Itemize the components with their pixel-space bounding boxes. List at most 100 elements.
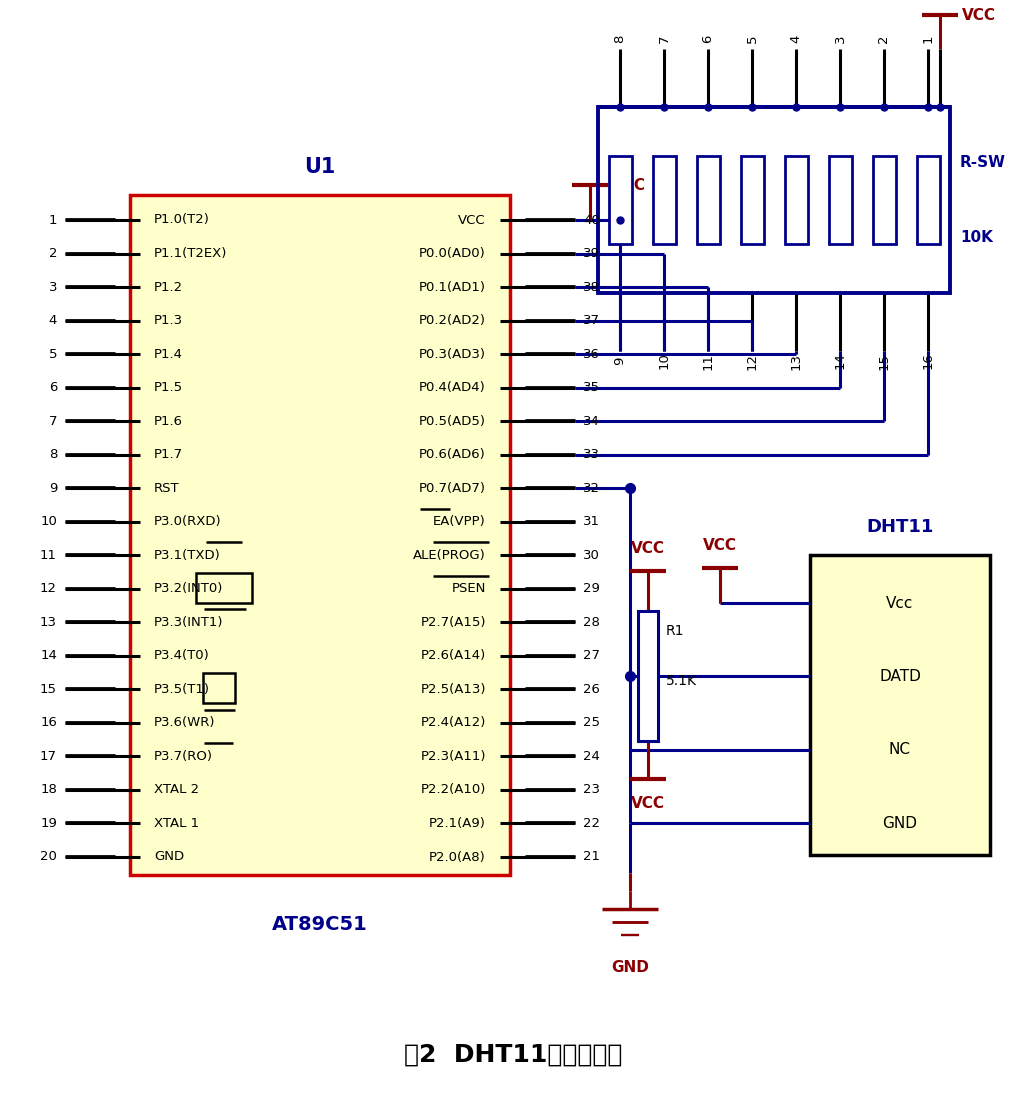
Text: P3.0(RXD): P3.0(RXD) [154, 516, 222, 528]
Text: 14: 14 [40, 649, 57, 662]
Text: 29: 29 [583, 583, 600, 596]
Text: 34: 34 [583, 415, 600, 428]
Text: 27: 27 [583, 649, 600, 662]
Text: 11: 11 [40, 549, 57, 562]
Text: GND: GND [154, 851, 184, 864]
Text: 4: 4 [789, 35, 802, 43]
Text: 图2  DHT11硬件连接图: 图2 DHT11硬件连接图 [404, 1044, 622, 1067]
Text: 15: 15 [40, 683, 57, 695]
Text: 10: 10 [40, 516, 57, 528]
Text: P0.2(AD2): P0.2(AD2) [419, 314, 486, 327]
Text: P2.5(A13): P2.5(A13) [421, 683, 486, 695]
Text: 21: 21 [583, 851, 600, 864]
Text: 35: 35 [583, 381, 600, 394]
Text: 1: 1 [921, 35, 935, 43]
Text: 7: 7 [658, 35, 671, 43]
Text: P3.4(T0): P3.4(T0) [154, 649, 209, 662]
FancyBboxPatch shape [785, 155, 807, 244]
FancyBboxPatch shape [872, 155, 896, 244]
Text: P0.4(AD4): P0.4(AD4) [420, 381, 486, 394]
Text: 12: 12 [746, 353, 758, 369]
Text: P3.7(RO): P3.7(RO) [154, 750, 213, 763]
Text: P1.2: P1.2 [154, 280, 183, 293]
Text: 5.1K: 5.1K [666, 675, 697, 689]
Text: 6: 6 [702, 35, 714, 43]
Text: P2.0(A8): P2.0(A8) [429, 851, 486, 864]
Text: RST: RST [154, 482, 180, 495]
Text: 10K: 10K [960, 230, 993, 244]
Text: P0.1(AD1): P0.1(AD1) [419, 280, 486, 293]
FancyBboxPatch shape [741, 155, 763, 244]
Text: NC: NC [889, 742, 911, 757]
Text: VCC: VCC [703, 538, 737, 553]
Text: 5: 5 [48, 347, 57, 360]
FancyBboxPatch shape [638, 611, 658, 741]
Text: 8: 8 [48, 448, 57, 461]
Text: 5: 5 [746, 35, 758, 43]
Text: VCC: VCC [611, 177, 646, 193]
Text: 11: 11 [702, 353, 714, 369]
Text: VCC: VCC [962, 8, 996, 23]
Text: P3.5(T1): P3.5(T1) [154, 683, 210, 695]
Text: DATD: DATD [879, 669, 921, 684]
Text: P2.2(A10): P2.2(A10) [421, 783, 486, 796]
Text: P2.6(A14): P2.6(A14) [421, 649, 486, 662]
Text: 24: 24 [583, 750, 600, 763]
Text: 37: 37 [583, 314, 600, 327]
Text: U1: U1 [305, 157, 336, 177]
Text: P1.4: P1.4 [154, 347, 183, 360]
Text: 26: 26 [583, 683, 600, 695]
Text: R-SW: R-SW [960, 155, 1007, 171]
Text: 9: 9 [614, 357, 627, 366]
Text: 4: 4 [48, 314, 57, 327]
Text: 23: 23 [583, 783, 600, 796]
Text: P3.1(TXD): P3.1(TXD) [154, 549, 221, 562]
Text: 40: 40 [583, 214, 600, 227]
Text: GND: GND [882, 816, 917, 830]
Text: 8: 8 [614, 35, 627, 43]
Text: P1.1(T2EX): P1.1(T2EX) [154, 247, 228, 260]
Text: 16: 16 [40, 716, 57, 729]
Text: P3.6(WR): P3.6(WR) [154, 716, 215, 729]
Text: P0.7(AD7): P0.7(AD7) [419, 482, 486, 495]
Text: P1.6: P1.6 [154, 415, 183, 428]
Text: P2.4(A12): P2.4(A12) [421, 716, 486, 729]
Text: 20: 20 [40, 851, 57, 864]
Text: 19: 19 [40, 817, 57, 830]
Text: 7: 7 [48, 415, 57, 428]
Text: P3.3(INT1): P3.3(INT1) [154, 615, 224, 629]
Text: P1.5: P1.5 [154, 381, 183, 394]
Text: 15: 15 [877, 353, 891, 369]
Text: 31: 31 [583, 516, 600, 528]
Text: P0.0(AD0): P0.0(AD0) [420, 247, 486, 260]
FancyBboxPatch shape [130, 195, 510, 875]
Text: VCC: VCC [631, 796, 665, 811]
Text: 17: 17 [40, 750, 57, 763]
Text: VCC: VCC [631, 541, 665, 556]
Text: P2.7(A15): P2.7(A15) [421, 615, 486, 629]
Text: 36: 36 [583, 347, 600, 360]
Text: 10: 10 [658, 353, 671, 369]
Text: ALE(PROG): ALE(PROG) [413, 549, 486, 562]
FancyBboxPatch shape [697, 155, 719, 244]
Text: 28: 28 [583, 615, 600, 629]
Text: 6: 6 [48, 381, 57, 394]
Text: AT89C51: AT89C51 [272, 915, 368, 934]
Text: 38: 38 [583, 280, 600, 293]
Text: VCC: VCC [459, 214, 486, 227]
Text: 12: 12 [40, 583, 57, 596]
Text: P0.3(AD3): P0.3(AD3) [419, 347, 486, 360]
Text: 16: 16 [921, 353, 935, 369]
Text: 9: 9 [48, 482, 57, 495]
Text: P1.7: P1.7 [154, 448, 183, 461]
Text: 30: 30 [583, 549, 600, 562]
Text: 2: 2 [48, 247, 57, 260]
Text: Vcc: Vcc [886, 596, 914, 611]
FancyBboxPatch shape [653, 155, 675, 244]
Text: P2.3(A11): P2.3(A11) [421, 750, 486, 763]
Text: EA(VPP): EA(VPP) [433, 516, 486, 528]
Text: GND: GND [611, 960, 648, 975]
Text: DHT11: DHT11 [866, 518, 934, 535]
Text: 13: 13 [40, 615, 57, 629]
FancyBboxPatch shape [810, 555, 990, 855]
